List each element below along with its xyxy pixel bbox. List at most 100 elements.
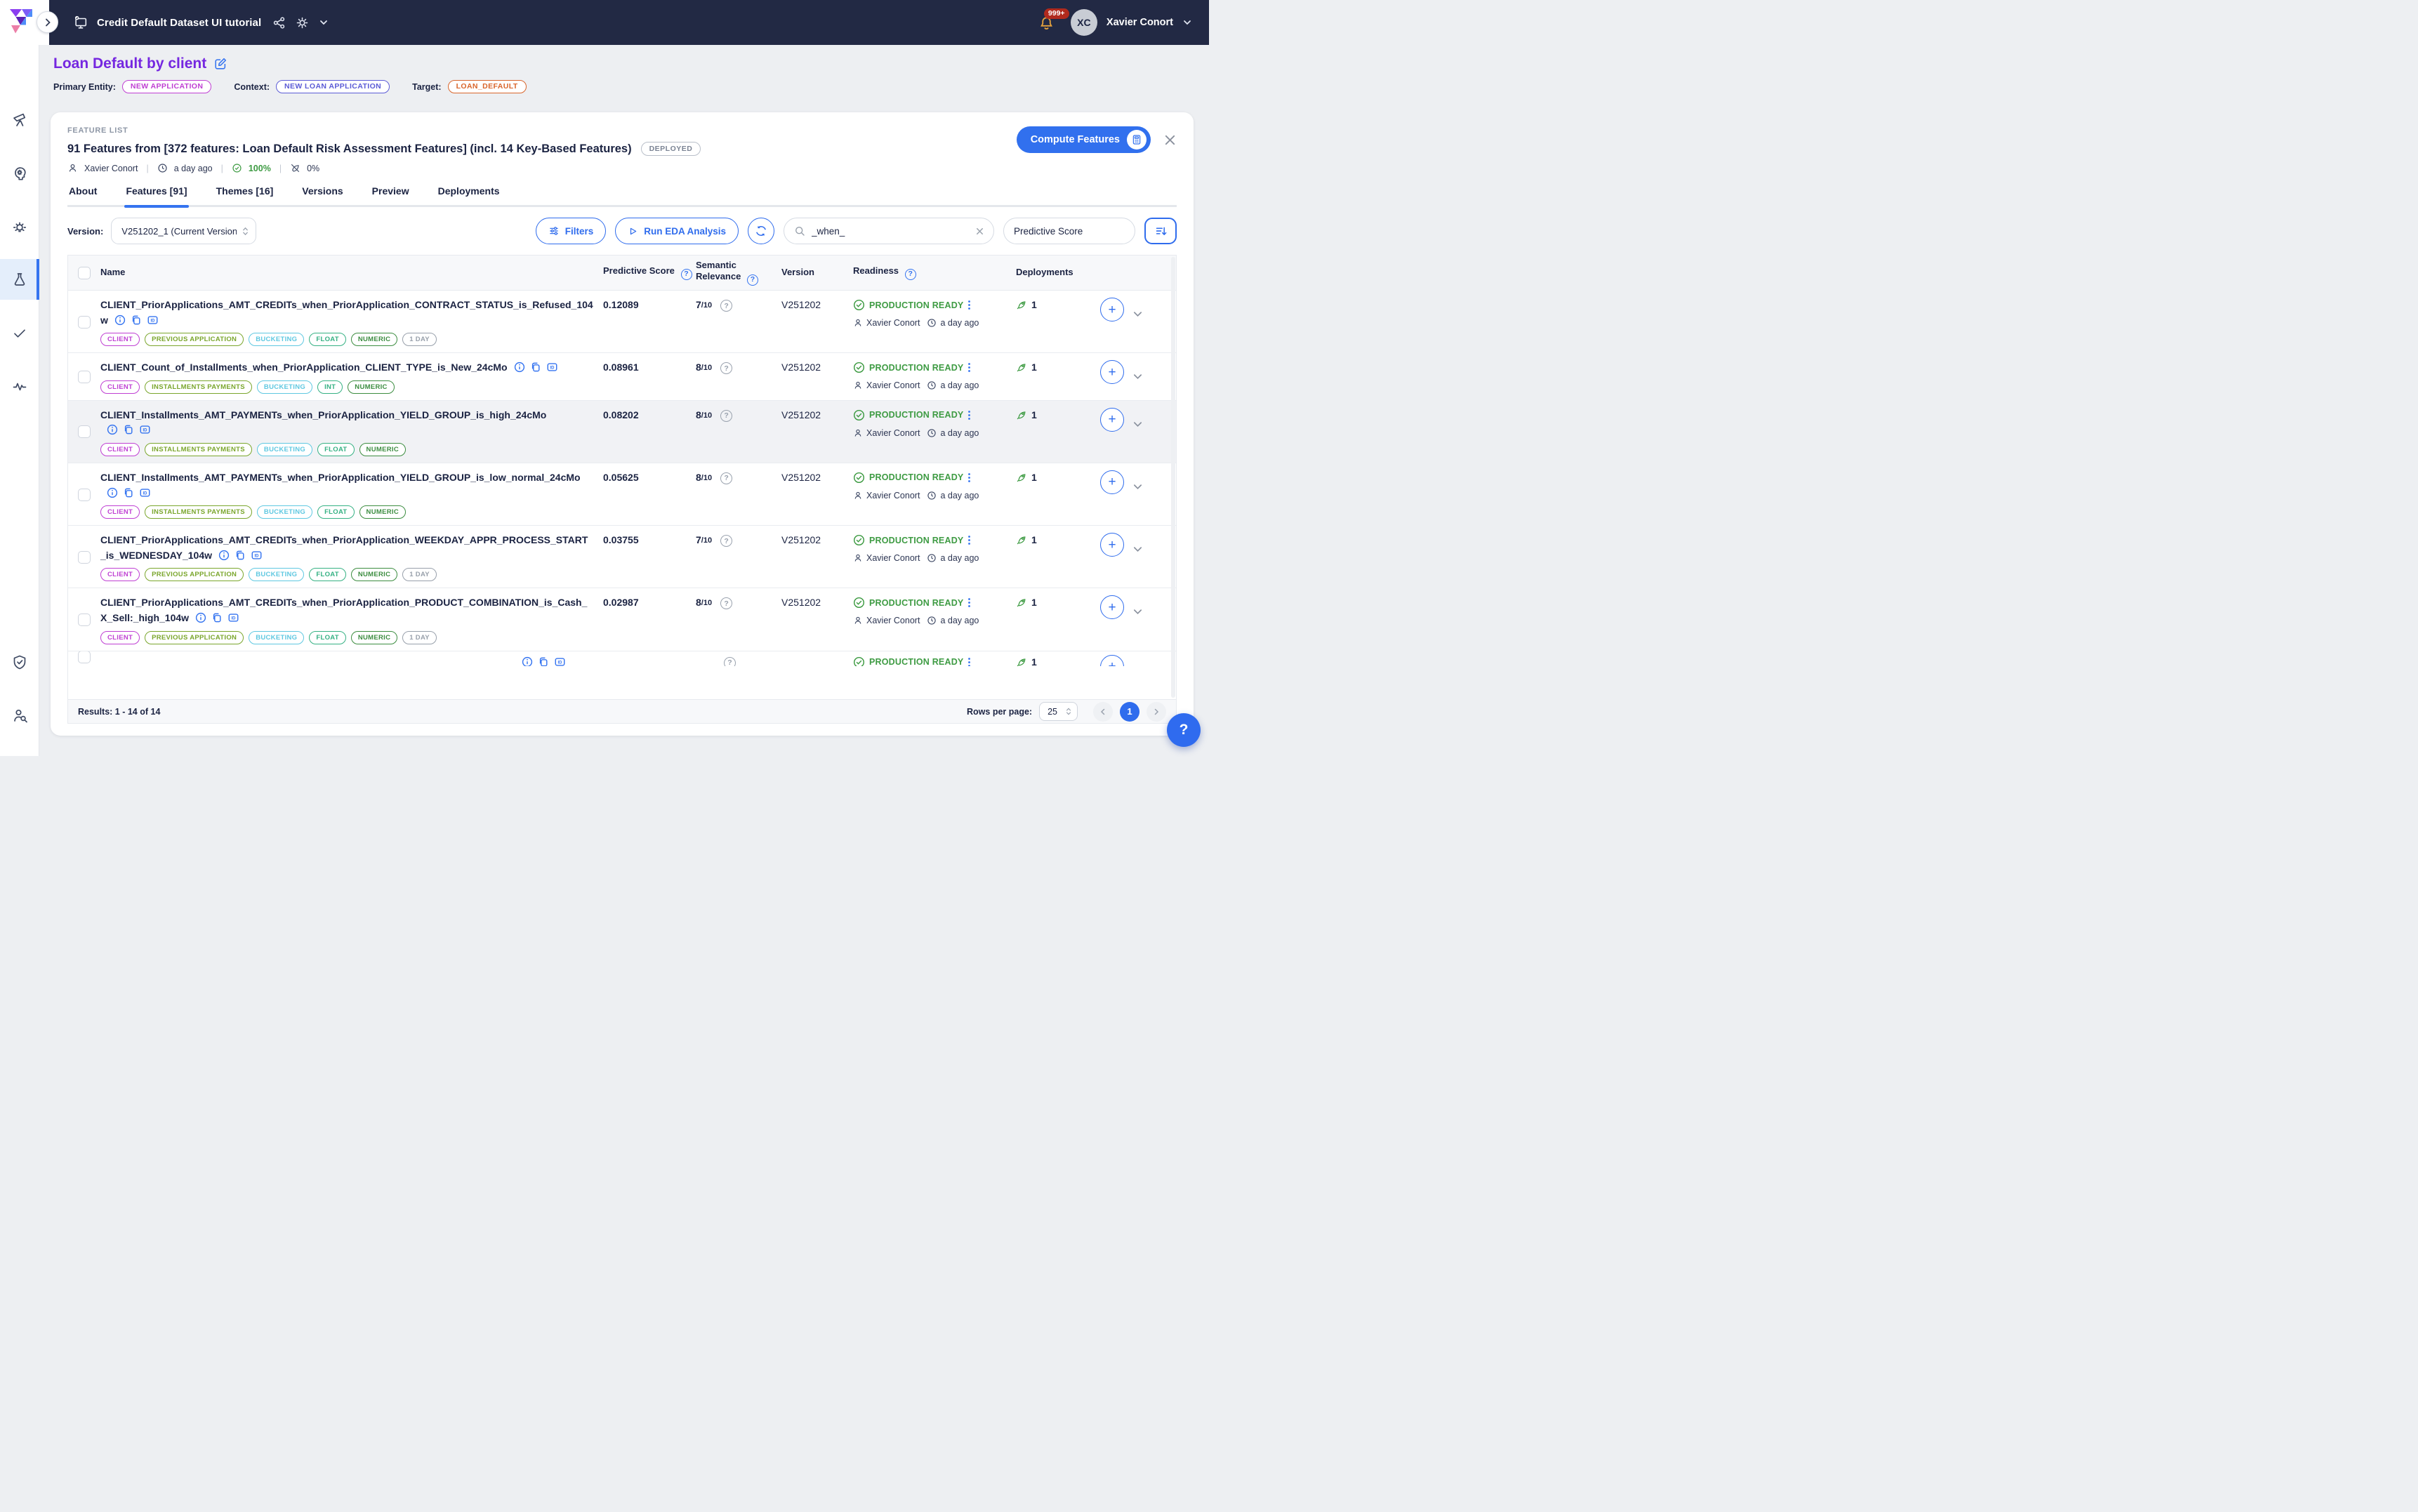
add-to-use-case-button[interactable]: + xyxy=(1100,533,1124,557)
tab-preview[interactable]: Preview xyxy=(371,185,409,197)
expand-row-chevron-icon[interactable] xyxy=(1132,482,1143,492)
id-icon[interactable]: ID xyxy=(227,612,239,623)
sidebar-item-lightbulb[interactable] xyxy=(0,208,39,248)
sort-field-select[interactable]: Predictive Score xyxy=(1003,218,1135,244)
copy-icon[interactable] xyxy=(234,550,246,561)
id-icon[interactable]: ID xyxy=(251,550,263,561)
expand-row-chevron-icon[interactable] xyxy=(1132,419,1143,430)
tab-features-91[interactable]: Features [91] xyxy=(124,185,189,208)
row-checkbox[interactable] xyxy=(78,315,91,329)
table-row[interactable]: CLIENT_Installments_AMT_PAYMENTs_when_Pr… xyxy=(68,463,1176,526)
id-icon[interactable]: ID xyxy=(546,362,558,373)
add-to-use-case-button[interactable]: + xyxy=(1100,595,1124,620)
sort-direction-button[interactable] xyxy=(1144,218,1177,244)
id-icon[interactable]: ID xyxy=(139,487,151,498)
help-button[interactable]: ? xyxy=(1167,713,1201,747)
sidebar-item-shield-check[interactable] xyxy=(0,642,39,682)
feature-name[interactable]: CLIENT_PriorApplications_AMT_CREDITs_whe… xyxy=(100,299,593,326)
feature-name[interactable]: CLIENT_PriorApplications_AMT_CREDITs_whe… xyxy=(100,534,588,561)
user-avatar[interactable]: XC xyxy=(1070,9,1097,36)
help-icon[interactable]: ? xyxy=(746,274,758,286)
expand-row-chevron-icon[interactable] xyxy=(1132,544,1143,555)
row-checkbox[interactable] xyxy=(78,425,91,439)
clear-search-icon[interactable] xyxy=(975,227,984,236)
expand-row-chevron-icon[interactable] xyxy=(1132,606,1143,617)
table-row[interactable]: CLIENT_PriorApplications_AMT_CREDITs_whe… xyxy=(68,588,1176,651)
expand-row-chevron-icon[interactable] xyxy=(1132,371,1143,382)
version-select[interactable]: V251202_1 (Current Version xyxy=(111,218,257,244)
feature-name[interactable]: CLIENT_Installments_AMT_PAYMENTs_when_Pr… xyxy=(100,409,547,420)
table-row[interactable]: ID? PRODUCTION READY 1 + xyxy=(68,651,1176,666)
add-to-use-case-button[interactable]: + xyxy=(1100,470,1124,494)
row-menu-kebab-icon[interactable] xyxy=(967,656,971,666)
tab-deployments[interactable]: Deployments xyxy=(437,185,500,197)
next-page-button[interactable] xyxy=(1147,701,1166,722)
current-page-button[interactable]: 1 xyxy=(1120,701,1139,722)
info-icon[interactable] xyxy=(195,612,206,623)
select-all-checkbox[interactable] xyxy=(78,266,91,279)
primary-entity-badge[interactable]: NEW APPLICATION xyxy=(121,80,212,93)
target-badge[interactable]: LOAN_DEFAULT xyxy=(447,80,527,93)
row-checkbox[interactable] xyxy=(78,488,91,501)
close-icon[interactable] xyxy=(1163,133,1177,147)
row-menu-kebab-icon[interactable] xyxy=(967,409,971,421)
context-badge[interactable]: NEW LOAN APPLICATION xyxy=(276,80,390,93)
info-icon[interactable] xyxy=(218,550,230,561)
prev-page-button[interactable] xyxy=(1093,701,1113,722)
row-menu-kebab-icon[interactable] xyxy=(967,597,971,609)
row-checkbox[interactable] xyxy=(78,550,91,564)
table-row[interactable]: CLIENT_PriorApplications_AMT_CREDITs_whe… xyxy=(68,291,1176,354)
app-logo-icon[interactable] xyxy=(8,8,34,36)
column-header-deployments[interactable]: Deployments xyxy=(1016,267,1073,278)
row-menu-kebab-icon[interactable] xyxy=(967,472,971,484)
relevance-help-icon[interactable]: ? xyxy=(720,472,733,484)
share-icon[interactable] xyxy=(272,16,286,29)
id-icon[interactable]: ID xyxy=(139,424,151,435)
feature-name[interactable]: CLIENT_PriorApplications_AMT_CREDITs_whe… xyxy=(100,597,588,623)
relevance-help-icon[interactable]: ? xyxy=(720,409,733,422)
refresh-icon[interactable] xyxy=(748,218,774,244)
column-header-version[interactable]: Version xyxy=(781,267,814,278)
sidebar-item-check[interactable] xyxy=(0,312,39,353)
sidebar-item-telescope[interactable] xyxy=(0,99,39,140)
help-icon[interactable]: ? xyxy=(680,268,692,280)
row-menu-kebab-icon[interactable] xyxy=(967,534,971,546)
relevance-help-icon[interactable]: ? xyxy=(724,656,736,666)
compute-features-button[interactable]: Compute Features xyxy=(1016,126,1151,153)
row-checkbox[interactable] xyxy=(78,370,91,383)
sidebar-item-head-gear[interactable] xyxy=(0,153,39,194)
edit-pencil-icon[interactable] xyxy=(213,57,227,71)
add-to-use-case-button[interactable]: + xyxy=(1100,654,1124,666)
column-header-name[interactable]: Name xyxy=(100,267,126,278)
copy-icon[interactable] xyxy=(211,612,223,623)
table-row[interactable]: CLIENT_Installments_AMT_PAYMENTs_when_Pr… xyxy=(68,400,1176,463)
table-row[interactable]: CLIENT_PriorApplications_AMT_CREDITs_whe… xyxy=(68,526,1176,589)
row-checkbox[interactable] xyxy=(78,651,91,664)
info-icon[interactable] xyxy=(114,314,126,326)
feature-name[interactable]: CLIENT_Count_of_Installments_when_PriorA… xyxy=(100,362,508,373)
search-input[interactable] xyxy=(812,225,969,237)
row-menu-kebab-icon[interactable] xyxy=(967,299,971,311)
info-icon[interactable] xyxy=(107,424,118,435)
copy-icon[interactable] xyxy=(131,314,142,326)
feature-name[interactable]: CLIENT_Installments_AMT_PAYMENTs_when_Pr… xyxy=(100,471,581,483)
column-header-semantic-relevance[interactable]: Semantic Relevance ? xyxy=(696,260,781,286)
copy-icon[interactable] xyxy=(123,487,134,498)
run-eda-button[interactable]: Run EDA Analysis xyxy=(615,218,739,244)
relevance-help-icon[interactable]: ? xyxy=(720,535,733,548)
row-menu-kebab-icon[interactable] xyxy=(967,362,971,373)
filters-button[interactable]: Filters xyxy=(535,218,607,244)
relevance-help-icon[interactable]: ? xyxy=(720,597,733,610)
column-header-readiness[interactable]: Readiness ? xyxy=(853,265,1016,280)
copy-icon[interactable] xyxy=(123,424,134,435)
add-to-use-case-button[interactable]: + xyxy=(1100,298,1124,321)
add-to-use-case-button[interactable]: + xyxy=(1100,360,1124,385)
info-icon[interactable] xyxy=(107,487,118,498)
copy-icon[interactable] xyxy=(538,656,549,666)
help-icon[interactable]: ? xyxy=(904,268,916,280)
info-icon[interactable] xyxy=(522,656,533,666)
tab-themes-16[interactable]: Themes [16] xyxy=(216,185,274,197)
workspace-chevron-down-icon[interactable] xyxy=(319,18,329,27)
expand-row-chevron-icon[interactable] xyxy=(1132,309,1143,319)
relevance-help-icon[interactable]: ? xyxy=(720,300,733,312)
